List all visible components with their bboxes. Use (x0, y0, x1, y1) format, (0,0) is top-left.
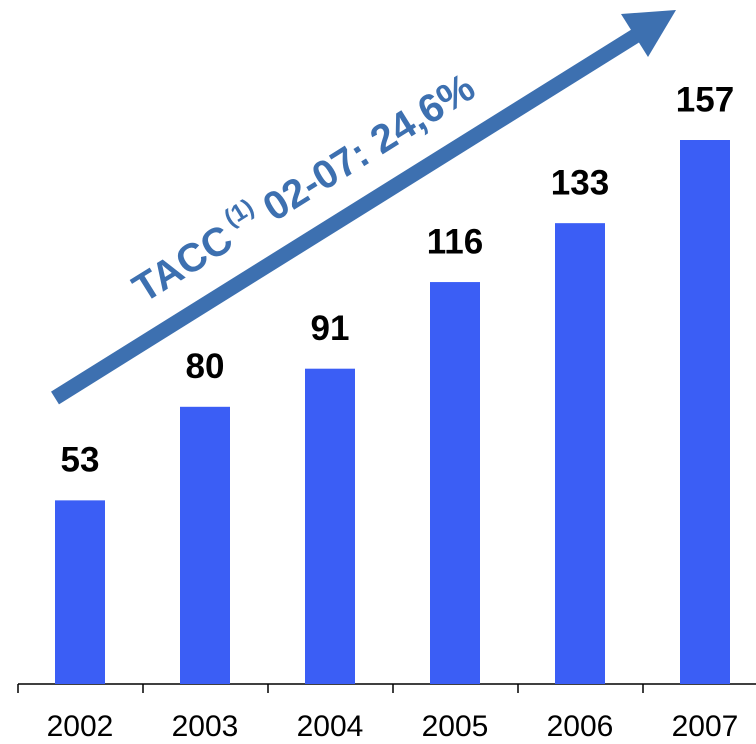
x-tick-label: 2006 (547, 710, 614, 743)
x-tick-label: 2005 (422, 710, 489, 743)
bar (555, 223, 605, 684)
x-tick-label: 2007 (672, 710, 739, 743)
x-tick-label: 2002 (47, 710, 114, 743)
x-tick-label: 2004 (297, 710, 364, 743)
annotation-superscript: (1) (220, 194, 259, 232)
value-label: 53 (61, 441, 100, 480)
bar (180, 406, 230, 684)
bar (55, 500, 105, 684)
x-tick-label: 2003 (172, 710, 239, 743)
bar (305, 368, 355, 684)
trend-arrow (51, 26, 644, 405)
annotation: TACC(1)02-07: 24,6% (123, 61, 482, 310)
value-label: 91 (311, 309, 350, 348)
value-label: 116 (427, 222, 483, 261)
value-label: 80 (186, 347, 225, 386)
value-label: 157 (676, 80, 734, 119)
bar (680, 140, 730, 684)
value-label: 133 (551, 163, 609, 202)
trend-arrow-head (621, 10, 676, 57)
bar (430, 282, 480, 684)
